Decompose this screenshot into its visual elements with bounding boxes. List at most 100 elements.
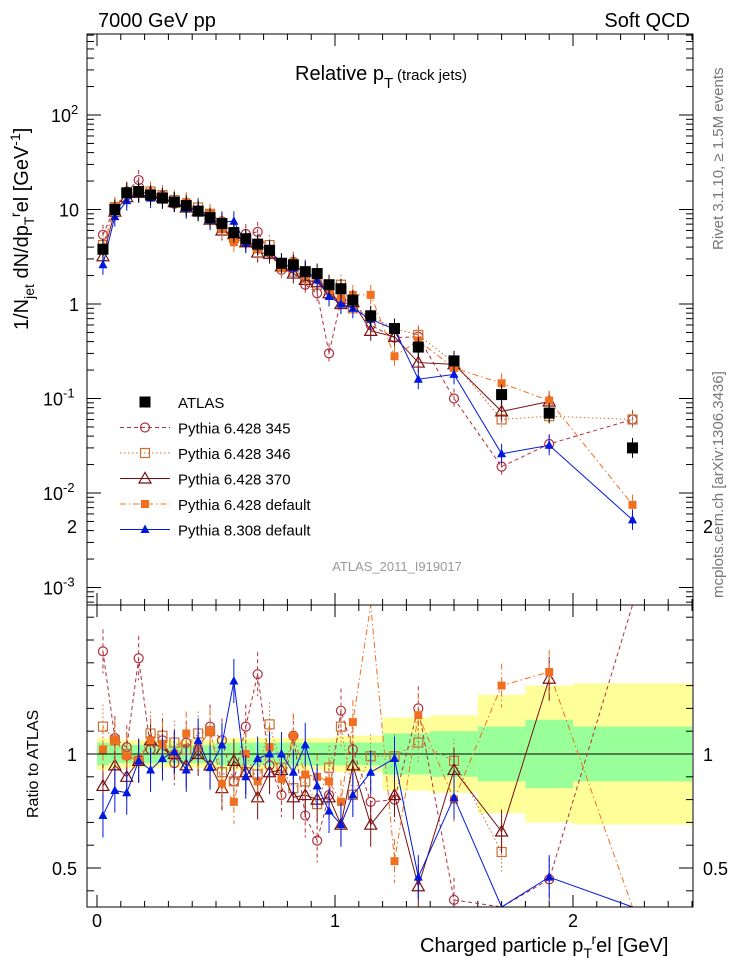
- y-tick-label: 10: [59, 201, 79, 221]
- ratio-point: [241, 750, 250, 758]
- ratio-point: [324, 806, 334, 815]
- ratio-point: [363, 817, 378, 830]
- analysis-tag: ATLAS_2011_I919017: [332, 559, 462, 574]
- ratio-point: [205, 762, 215, 772]
- data-point: [497, 379, 506, 388]
- data-point: [109, 204, 121, 215]
- ratio-point: [348, 718, 357, 727]
- ratio-point: [448, 894, 460, 906]
- ratio-point: [413, 872, 423, 881]
- y-tick-label: 1: [69, 295, 79, 315]
- ratio-series-layer: [95, 604, 633, 908]
- data-point: [299, 266, 311, 278]
- y-axis-title: 1/Njet dN/dpTrel [GeV-1]: [7, 128, 37, 330]
- legend-label: Pythia 6.428 370: [178, 472, 291, 489]
- ratio-point: [206, 727, 215, 736]
- ratio-point: [193, 735, 203, 744]
- ratio-tick-label-right: 2: [703, 517, 713, 537]
- ratio-point: [97, 646, 109, 657]
- legend-marker: [140, 524, 150, 533]
- ratio-axis-title: Ratio to ATLAS: [25, 710, 42, 818]
- ratio-point: [169, 746, 179, 756]
- ratio-point: [335, 721, 347, 732]
- data-point: [240, 233, 252, 245]
- ratio-point: [146, 764, 156, 774]
- ratio-point: [325, 777, 334, 786]
- legend-label: Pythia 6.428 345: [178, 421, 291, 438]
- data-point: [627, 414, 638, 425]
- ratio-point: [414, 711, 423, 720]
- data-point: [496, 389, 508, 401]
- legend-marker: [139, 422, 151, 433]
- ratio-point: [146, 736, 155, 745]
- ratio-point: [134, 755, 144, 765]
- data-point: [347, 294, 359, 306]
- ratio-point: [122, 752, 131, 761]
- data-point: [411, 355, 426, 368]
- data-point: [390, 352, 399, 361]
- ratio-point: [336, 819, 346, 829]
- ratio-tick-label: 2: [67, 517, 77, 537]
- series-line: [102, 192, 550, 412]
- ratio-point: [253, 777, 262, 786]
- data-point: [543, 407, 555, 419]
- data-point: [335, 283, 347, 295]
- ratio-frame: [86, 604, 694, 908]
- data-point: [156, 192, 168, 204]
- data-point: [336, 299, 346, 308]
- data-point: [365, 310, 377, 322]
- ratio-point: [335, 705, 347, 716]
- ratio-point: [122, 787, 132, 797]
- x-tick-label: 0: [92, 911, 102, 931]
- main-series-layer: [95, 170, 638, 530]
- ratio-point: [217, 739, 227, 749]
- ratio-point: [182, 729, 191, 738]
- ratio-point: [265, 749, 275, 758]
- legend-label: Pythia 6.428 default: [178, 497, 311, 514]
- ratio-point: [544, 872, 554, 881]
- data-point: [180, 200, 192, 212]
- ratio-point: [387, 787, 402, 801]
- ratio-point: [98, 745, 107, 754]
- legend-marker: [137, 471, 153, 484]
- ratio-point: [298, 787, 313, 801]
- ratio-tick-label-right: 0.5: [703, 859, 728, 879]
- x-tick-label: 2: [568, 911, 578, 931]
- data-point: [133, 186, 145, 198]
- ratio-point: [288, 767, 298, 776]
- legend-label: Pythia 8.308 default: [178, 523, 311, 540]
- ratio-point: [542, 671, 557, 684]
- y-tick-label: 102: [51, 102, 78, 126]
- y-tick-label: 10-3: [43, 575, 75, 599]
- legend-marker: [139, 396, 151, 408]
- data-point: [494, 404, 509, 417]
- x-tick-label: 1: [330, 911, 340, 931]
- data-point: [97, 243, 109, 255]
- ratio-point: [497, 681, 506, 690]
- chart-title: Relative pT (track jets): [295, 63, 467, 92]
- legend-label: Pythia 6.428 346: [178, 446, 291, 463]
- ratio-point: [253, 753, 263, 763]
- data-point: [628, 514, 637, 524]
- ratio-point: [300, 739, 310, 749]
- main-frame: [86, 33, 694, 606]
- legend-marker: [141, 500, 149, 508]
- ratio-point: [98, 810, 108, 820]
- ratio-point: [110, 736, 119, 745]
- ratio-point: [312, 835, 323, 846]
- ratio-point: [229, 676, 239, 685]
- y-tick-label: 10-2: [43, 480, 75, 504]
- data-point: [627, 442, 638, 454]
- data-point: [98, 259, 108, 269]
- ratio-point: [289, 731, 298, 740]
- data-point: [324, 291, 334, 301]
- header-right: Soft QCD: [604, 10, 690, 32]
- rivet-label: Rivet 3.1.10, ≥ 1.5M events: [710, 68, 727, 251]
- ratio-point: [181, 764, 191, 774]
- series-line: [102, 191, 633, 420]
- legend: ATLAS Pythia 6.428 345 Pythia 6.428 346 Pyt…: [120, 395, 311, 540]
- ratio-point: [301, 770, 310, 779]
- data-point: [389, 323, 400, 335]
- ratio-point: [286, 790, 301, 803]
